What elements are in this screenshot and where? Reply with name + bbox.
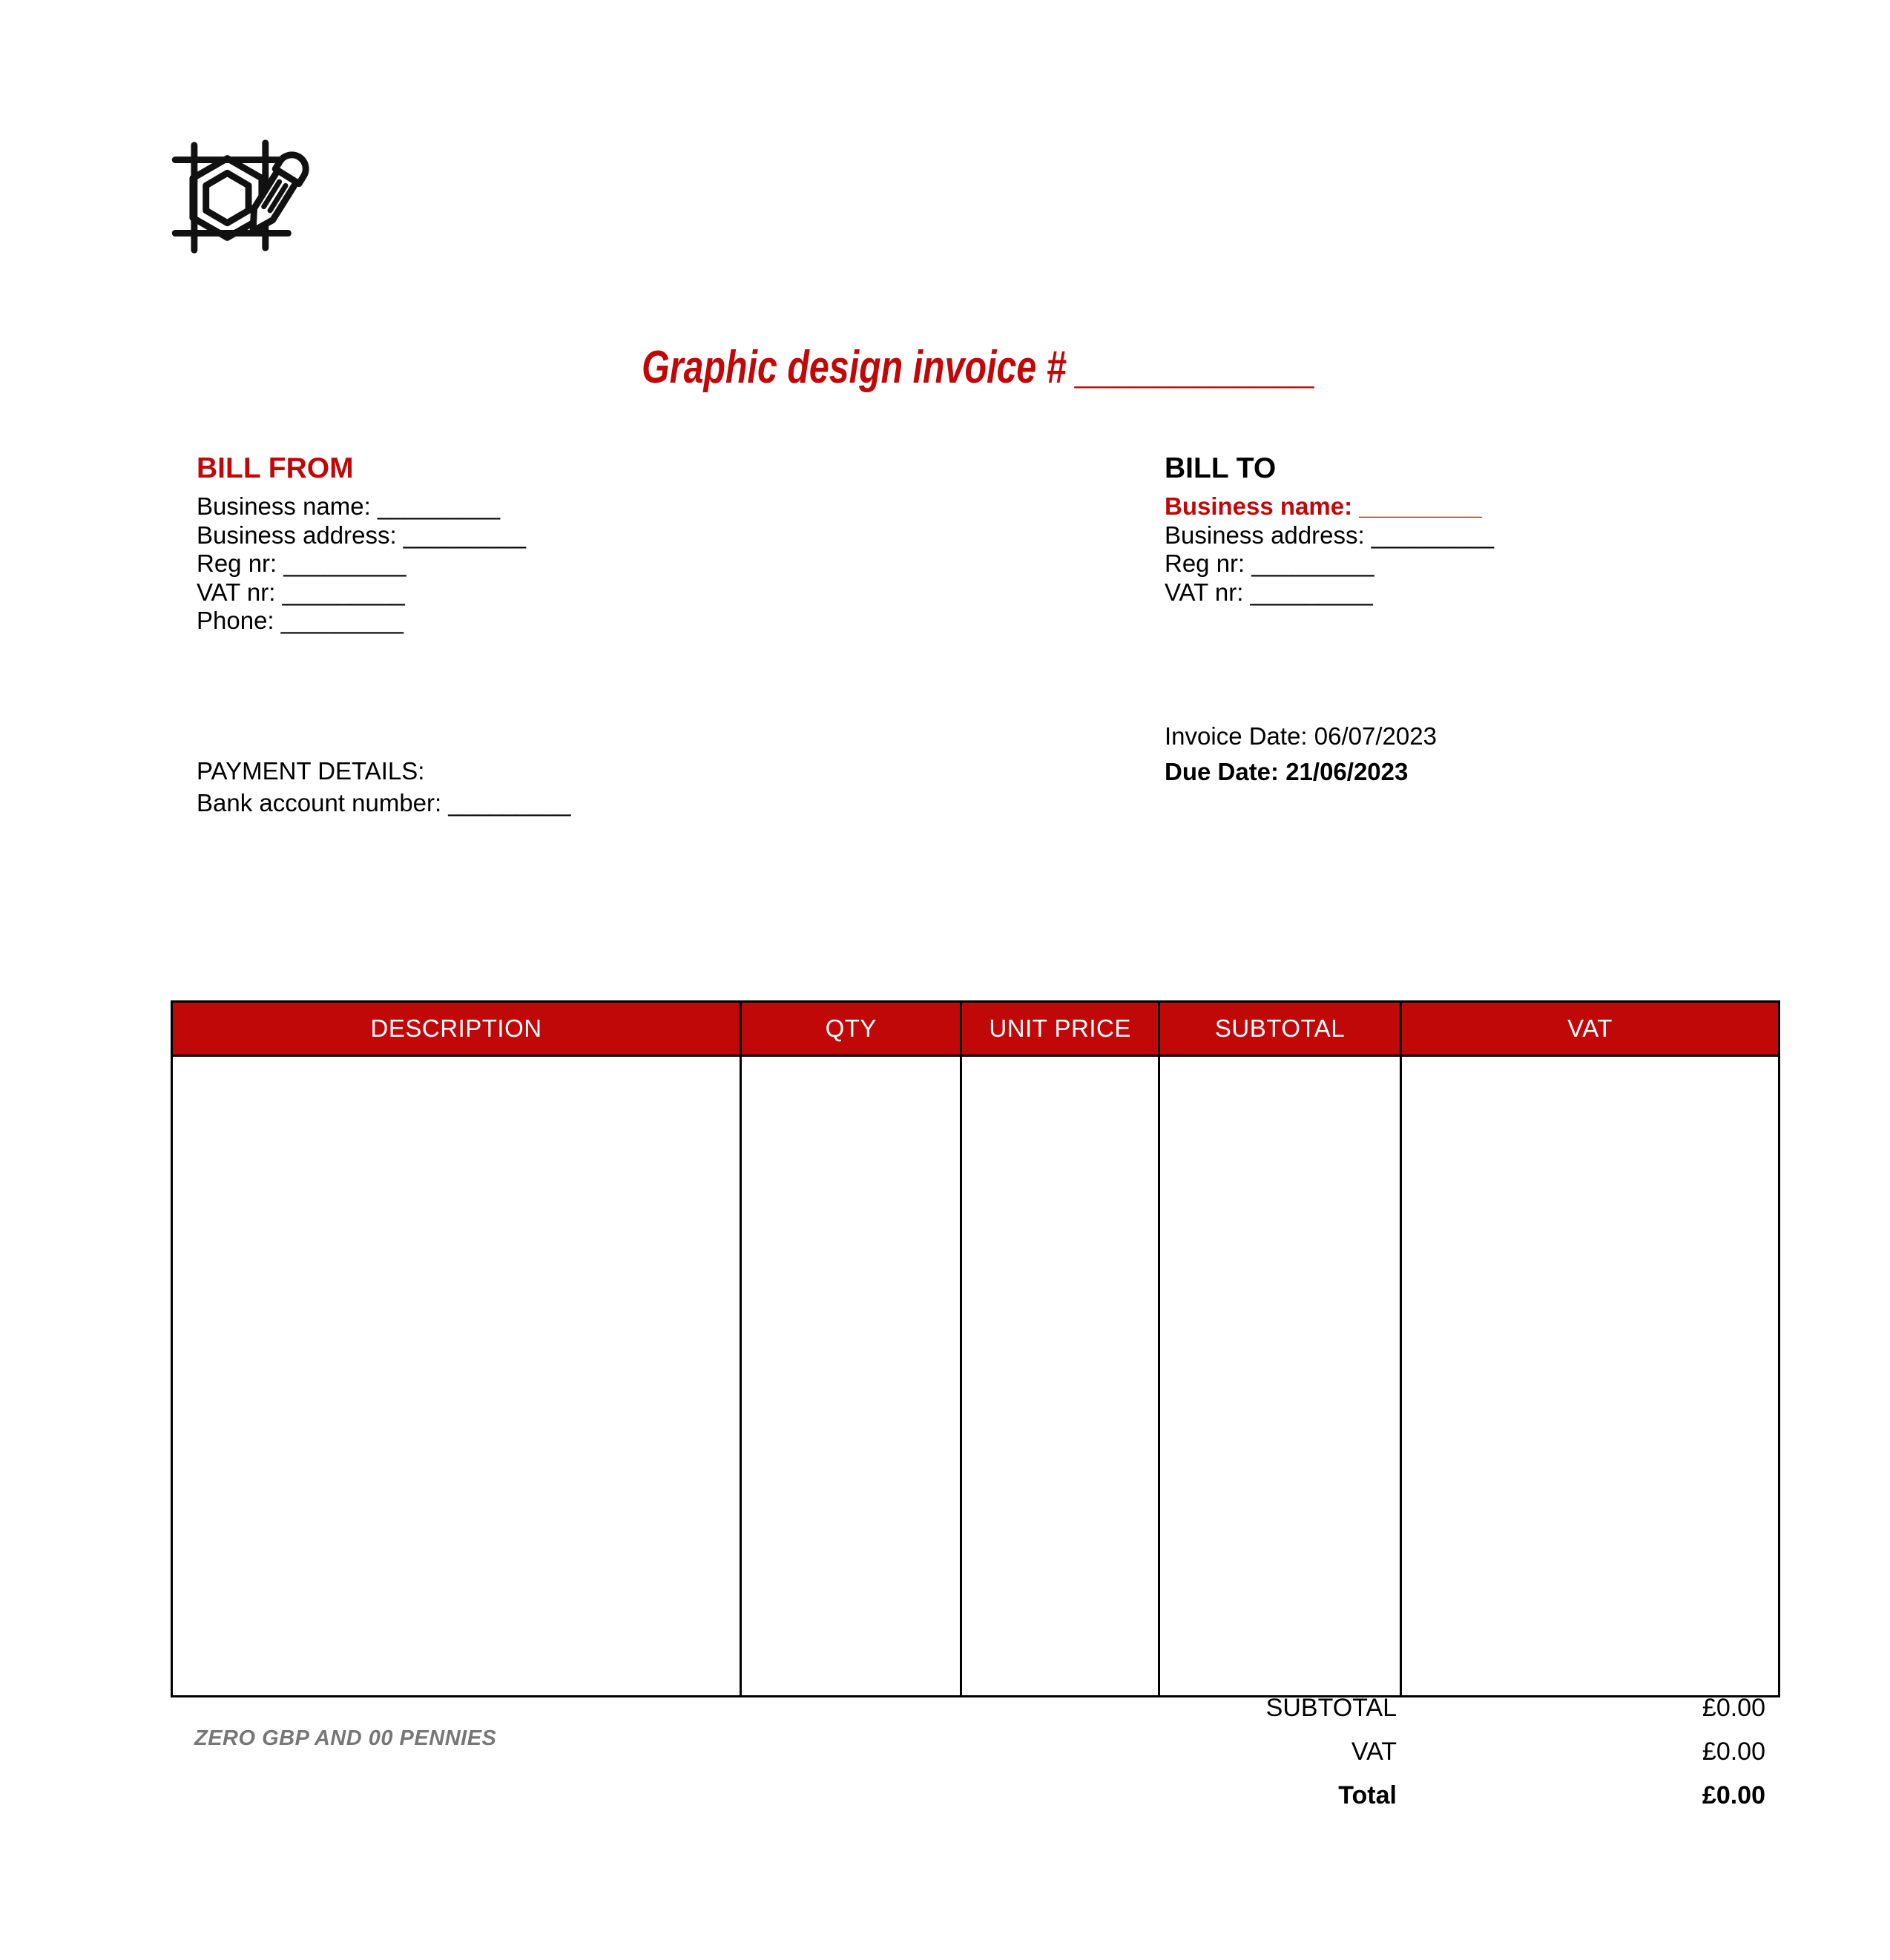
bill-from-business-name-field: Business name: _________ xyxy=(197,492,501,520)
invoice-date-value: 06/07/2023 xyxy=(1314,722,1437,750)
due-date-label: Due Date: xyxy=(1165,758,1280,785)
payment-details-section: PAYMENT DETAILS: Bank account number: __… xyxy=(197,755,571,819)
title-row: Graphic design invoice # ____________ xyxy=(0,341,1890,394)
nut-and-pencil-logo-icon xyxy=(171,139,309,254)
column-header-description: DESCRIPTION xyxy=(173,1003,742,1055)
bill-from-phone-field: Phone: _________ xyxy=(197,607,404,634)
column-header-subtotal: SUBTOTAL xyxy=(1160,1003,1403,1055)
column-header-unit-price: UNIT PRICE xyxy=(962,1003,1160,1055)
table-cell-subtotal xyxy=(1160,1057,1403,1695)
total-label: Total xyxy=(1338,1781,1397,1809)
bill-from-business-address-field: Business address: _________ xyxy=(197,521,526,549)
table-cell-qty xyxy=(742,1057,963,1695)
subtotal-label: SUBTOTAL xyxy=(1265,1694,1397,1722)
invoice-date-label: Invoice Date: xyxy=(1165,722,1308,750)
bill-from-section: BILL FROM Business name: _________ Busin… xyxy=(197,451,526,636)
invoice-date-line: Invoice Date: 06/07/2023 xyxy=(1165,722,1437,751)
vat-label: VAT xyxy=(1351,1738,1397,1766)
bill-from-reg-nr-field: Reg nr: _________ xyxy=(197,550,406,577)
amount-in-words: ZERO GBP AND 00 PENNIES xyxy=(194,1726,497,1750)
table-header-row: DESCRIPTION QTY UNIT PRICE SUBTOTAL VAT xyxy=(173,1003,1778,1057)
bill-from-heading: BILL FROM xyxy=(197,452,354,484)
column-header-vat: VAT xyxy=(1567,1014,1613,1042)
bill-to-section: BILL TO Business name: _________ Busines… xyxy=(1165,451,1494,607)
bill-to-vat-nr-field: VAT nr: _________ xyxy=(1165,578,1373,606)
bill-to-heading: BILL TO xyxy=(1165,452,1277,484)
page-title: Graphic design invoice # ____________ xyxy=(641,342,1316,393)
payment-details-heading: PAYMENT DETAILS: xyxy=(197,757,425,785)
table-body-row xyxy=(173,1057,1778,1695)
line-items-table: DESCRIPTION QTY UNIT PRICE SUBTOTAL VAT xyxy=(171,1000,1780,1697)
vat-amount: £0.00 xyxy=(1702,1738,1765,1766)
bill-from-vat-nr-field: VAT nr: _________ xyxy=(197,578,405,606)
total-amount: £0.00 xyxy=(1702,1781,1765,1809)
table-cell-unit-price xyxy=(962,1057,1160,1695)
bank-account-number-field: Bank account number: _________ xyxy=(197,789,571,816)
due-date-line: Due Date: 21/06/2023 xyxy=(1165,757,1437,787)
bill-to-reg-nr-field: Reg nr: _________ xyxy=(1165,550,1374,577)
table-cell-description xyxy=(173,1057,742,1695)
bill-to-business-address-field: Business address: _________ xyxy=(1165,521,1494,549)
dates-section: Invoice Date: 06/07/2023 Due Date: 21/06… xyxy=(1165,722,1437,787)
bill-to-business-name-field: Business name: _________ xyxy=(1165,492,1482,520)
table-cell-vat xyxy=(1402,1057,1778,1695)
due-date-value: 21/06/2023 xyxy=(1285,758,1409,785)
column-header-qty: QTY xyxy=(742,1003,963,1055)
subtotal-amount: £0.00 xyxy=(1702,1694,1765,1722)
